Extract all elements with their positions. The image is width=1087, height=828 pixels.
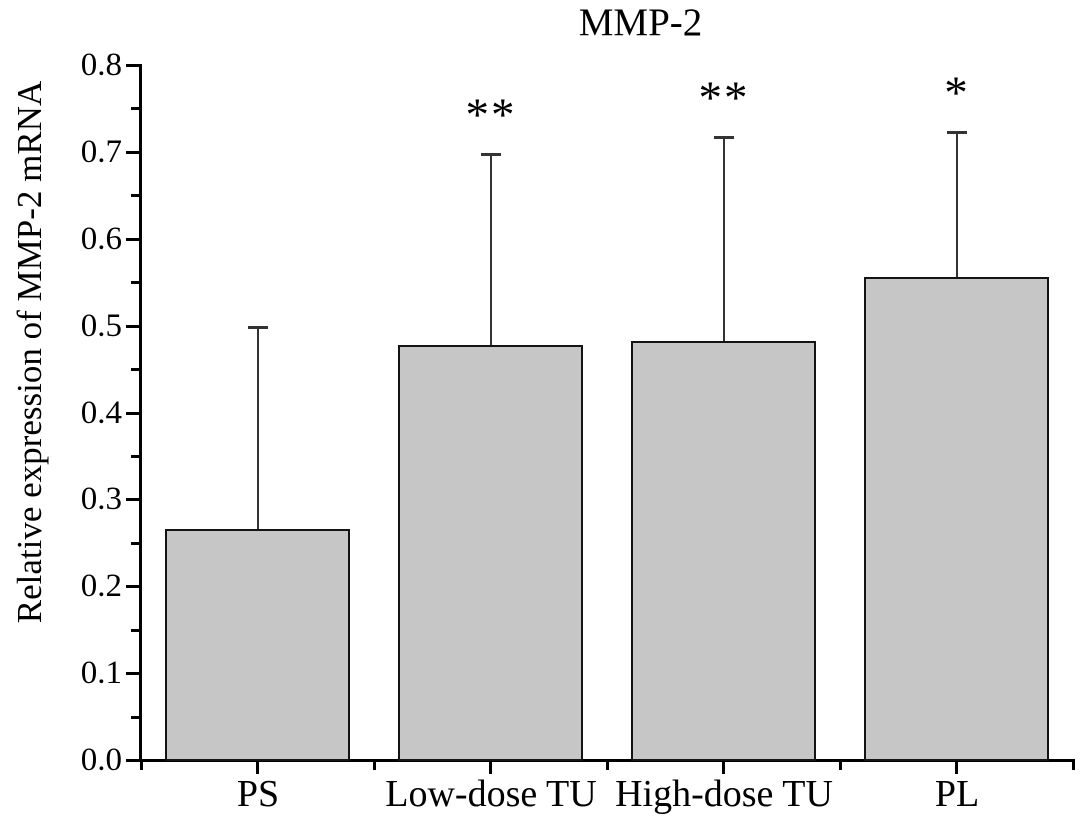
y-tick-label: 0.0 [80,742,122,778]
y-tick-label: 0.3 [80,481,122,517]
y-minor-tick [131,542,139,545]
category-label: PS [236,773,280,815]
x-minor-tick [373,762,376,770]
error-bar-line [257,327,259,531]
y-major-tick [126,238,139,241]
category-label: High-dose TU [615,773,833,815]
error-bar-cap [248,326,268,329]
significance-marker: * [944,67,970,119]
y-tick-label: 0.2 [80,568,122,604]
y-tick-label: 0.7 [80,134,122,170]
x-minor-tick [140,762,143,770]
x-minor-tick [1072,762,1075,770]
y-minor-tick [131,716,139,719]
y-major-tick [126,64,139,67]
error-bar-line [723,137,725,343]
y-major-tick [126,498,139,501]
y-axis-line [139,64,142,762]
x-minor-tick [839,762,842,770]
y-minor-tick [131,107,139,110]
bar-low-dose-tu [398,345,583,761]
x-major-tick [955,762,958,774]
error-bar-cap [947,131,967,134]
y-minor-tick [131,455,139,458]
category-label: PL [934,773,980,815]
x-major-tick [256,762,259,774]
error-bar-line [490,154,492,346]
x-minor-tick [606,762,609,770]
y-major-tick [126,672,139,675]
bar-pl [864,277,1049,761]
x-major-tick [722,762,725,774]
y-minor-tick [131,368,139,371]
y-minor-tick [131,629,139,632]
bar-high-dose-tu [631,341,816,761]
y-major-tick [126,412,139,415]
chart-title: MMP-2 [578,1,703,44]
y-minor-tick [131,281,139,284]
y-tick-label: 0.1 [80,655,122,691]
y-major-tick [126,325,139,328]
y-major-tick [126,759,139,762]
y-tick-label: 0.5 [80,308,122,344]
x-axis-line [139,759,1075,762]
error-bar-cap [481,153,501,156]
x-major-tick [489,762,492,774]
y-major-tick [126,585,139,588]
y-tick-label: 0.8 [80,47,122,83]
error-bar-line [956,132,958,279]
category-label: Low-dose TU [385,773,597,815]
significance-marker: ** [465,89,517,141]
y-tick-label: 0.4 [80,395,122,431]
y-tick-label: 0.6 [80,221,122,257]
y-minor-tick [131,194,139,197]
significance-marker: ** [698,72,750,124]
bar-ps [165,529,350,761]
y-major-tick [126,151,139,154]
error-bar-cap [714,136,734,139]
